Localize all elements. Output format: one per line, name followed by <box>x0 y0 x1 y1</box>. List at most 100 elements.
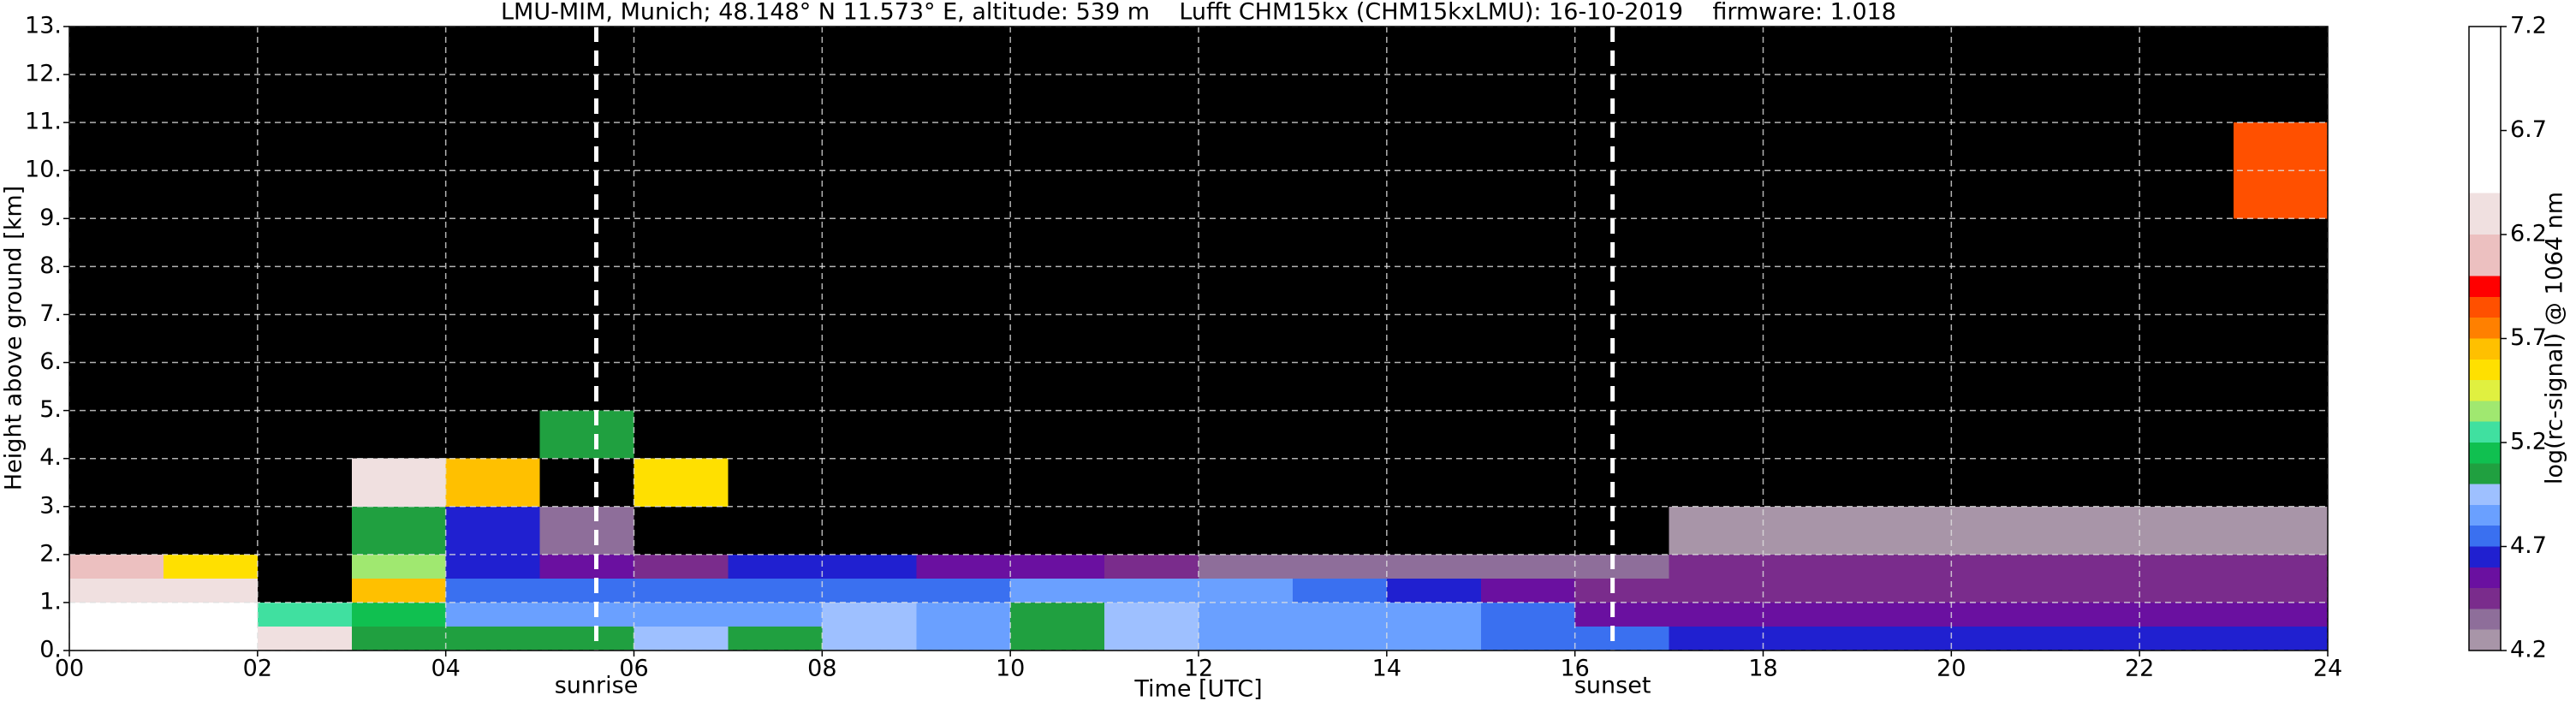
heat-cell <box>1104 458 1199 507</box>
heat-cell <box>2234 578 2328 603</box>
heat-cell <box>2139 554 2234 579</box>
heat-cell <box>728 578 823 603</box>
heat-cell <box>1574 410 1669 459</box>
heat-cell <box>1292 314 1387 411</box>
heat-cell <box>822 554 917 579</box>
heat-cell <box>1857 410 1952 459</box>
heat-cell <box>1104 626 1199 651</box>
heat-cell <box>257 578 352 603</box>
heat-cell <box>69 506 164 555</box>
heat-cell <box>257 554 352 579</box>
heat-cell <box>1010 554 1105 579</box>
heat-cell <box>1951 27 2046 123</box>
heat-cell <box>1386 410 1481 459</box>
x-tick-label: 12 <box>1184 656 1213 682</box>
heat-cell <box>1857 458 1952 507</box>
y-tick-label: 1. <box>39 588 62 615</box>
heat-cell <box>1480 602 1575 627</box>
heat-cell <box>1010 626 1105 651</box>
heat-cell <box>1669 410 1764 459</box>
heat-cell <box>257 626 352 651</box>
heat-cell <box>445 602 540 627</box>
heat-cell <box>1104 554 1199 579</box>
heat-cell <box>728 122 823 219</box>
heat-cell <box>634 578 729 603</box>
colorbar-tick-label: 4.7 <box>2510 532 2547 559</box>
heat-cell <box>1763 506 1858 555</box>
heat-cell <box>445 458 540 507</box>
heat-cell <box>2045 626 2140 651</box>
colorbar-swatch <box>2469 235 2501 276</box>
heat-cell <box>728 410 823 459</box>
heat-cell <box>728 554 823 579</box>
heat-cell <box>69 410 164 459</box>
heat-cell <box>2045 314 2140 411</box>
y-tick-label: 7. <box>39 300 62 327</box>
heat-cell <box>1857 506 1952 555</box>
colorbar-swatch <box>2469 193 2501 235</box>
heat-cell <box>1199 506 1293 555</box>
heat-cell <box>2139 506 2234 555</box>
colorbar-tick-label: 7.2 <box>2510 13 2547 39</box>
heat-cell <box>1763 458 1858 507</box>
heat-cell <box>1951 506 2046 555</box>
heat-cell <box>163 410 258 459</box>
heat-cell <box>1386 27 1481 123</box>
heat-cell <box>2045 27 2140 123</box>
colorbar-tick-label: 6.7 <box>2510 116 2547 143</box>
colorbar-swatch <box>2469 609 2501 630</box>
heat-cell <box>1010 458 1105 507</box>
heat-cell <box>1386 554 1481 579</box>
heat-cell <box>1480 554 1575 579</box>
heat-cell <box>2139 602 2234 627</box>
heat-cell <box>445 554 540 579</box>
heat-cell <box>1480 506 1575 555</box>
annotation-label: sunset <box>1574 673 1651 699</box>
plot-frame <box>68 26 2329 651</box>
heat-cell <box>822 626 917 651</box>
heat-cell <box>163 602 258 627</box>
x-tick-label: 04 <box>431 656 460 682</box>
heat-cell <box>822 578 917 603</box>
heat-cell <box>822 122 917 219</box>
heat-cell <box>1386 122 1481 219</box>
heat-cell <box>445 626 540 651</box>
heat-cell <box>1574 554 1669 579</box>
y-tick-label: 3. <box>39 492 62 519</box>
heat-cell <box>1199 458 1293 507</box>
heat-cell <box>1386 506 1481 555</box>
heat-cell <box>69 602 164 627</box>
x-tick-label: 16 <box>1560 656 1589 682</box>
heat-cell <box>822 27 917 123</box>
heat-cell <box>728 506 823 555</box>
heat-cell <box>2045 554 2140 579</box>
heat-cell <box>1104 506 1199 555</box>
heat-cell <box>634 410 729 459</box>
heat-cell <box>1386 458 1481 507</box>
heat-cell <box>163 626 258 651</box>
heat-cell <box>1669 578 1764 603</box>
heat-cell <box>2234 506 2328 555</box>
heat-cell <box>1574 626 1669 651</box>
heat-cell <box>539 554 634 579</box>
heat-cell <box>1951 218 2046 315</box>
heat-cell <box>728 218 823 315</box>
y-tick-label: 8. <box>39 253 62 279</box>
heat-cell <box>2234 602 2328 627</box>
heat-cell <box>1857 578 1952 603</box>
colorbar-swatch <box>2469 338 2501 359</box>
heat-cell <box>539 458 634 507</box>
heat-cell <box>2139 626 2234 651</box>
heat-cell <box>257 122 352 219</box>
heat-cell <box>351 554 446 579</box>
y-tick-label: 10. <box>25 157 62 183</box>
heat-cell <box>1951 554 2046 579</box>
heat-cell <box>2234 626 2328 651</box>
x-tick-label: 10 <box>996 656 1025 682</box>
heat-cell <box>1574 602 1669 627</box>
heat-cell <box>445 578 540 603</box>
heat-cell <box>916 554 1011 579</box>
heat-cell <box>163 122 258 219</box>
heat-cell <box>163 458 258 507</box>
heat-cell <box>257 410 352 459</box>
